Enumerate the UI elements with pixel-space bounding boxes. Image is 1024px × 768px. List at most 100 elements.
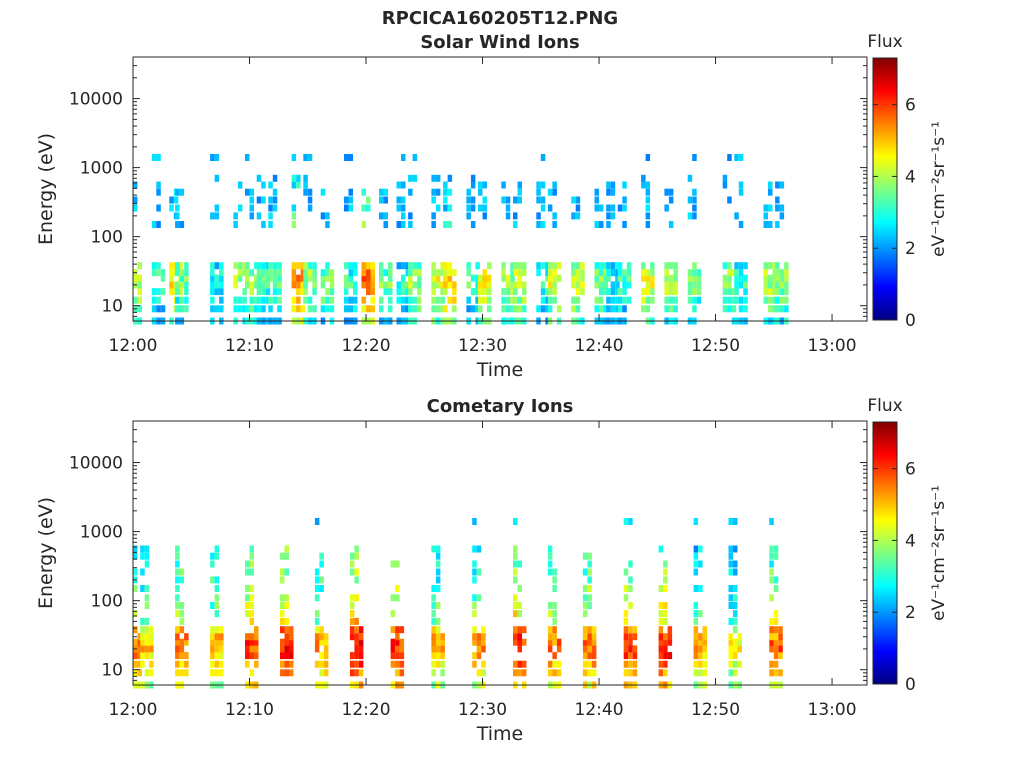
heatmap-cell (261, 196, 266, 204)
heatmap-cell (349, 633, 355, 641)
heatmap-cell (242, 262, 247, 270)
heatmap-cell (408, 305, 413, 313)
heatmap-cell (349, 568, 355, 576)
heatmap-cell (658, 660, 664, 668)
heatmap-cell (475, 274, 480, 282)
heatmap-cell (470, 288, 476, 296)
heatmap-cell (408, 269, 413, 277)
heatmap-cell (733, 652, 738, 660)
heatmap-cell (249, 560, 254, 568)
heatmap-cell (140, 638, 145, 646)
heatmap-cell (664, 274, 669, 282)
heatmap-cell (594, 269, 599, 277)
heatmap-cell (184, 262, 189, 270)
heatmap-cell (219, 296, 224, 304)
heatmap-cell (284, 594, 289, 602)
heatmap-cell (431, 594, 436, 602)
heatmap-cell (775, 288, 780, 296)
heatmap-cell (396, 296, 401, 304)
heatmap-cell (517, 626, 522, 634)
heatmap-cell (773, 585, 779, 592)
heatmap-cell (582, 626, 588, 634)
heatmap-cell (552, 602, 557, 609)
heatmap-cell (673, 274, 678, 282)
heatmap-cell (354, 594, 359, 602)
heatmap-cell (140, 626, 145, 634)
heatmap-cell (615, 262, 620, 270)
heatmap-cell (692, 196, 697, 204)
heatmap-cell (175, 660, 180, 668)
heatmap-cell (144, 545, 150, 553)
heatmap-cell (663, 560, 668, 568)
heatmap-cell (784, 288, 789, 296)
heatmap-cell (219, 633, 224, 641)
heatmap-cell (349, 594, 355, 602)
heatmap-cell (664, 188, 669, 196)
heatmap-cell (571, 262, 576, 270)
heatmap-cell (354, 652, 359, 660)
heatmap-cell (249, 645, 254, 653)
heatmap-cell (296, 288, 301, 296)
heatmap-cell (447, 296, 453, 304)
heatmap-cell (617, 296, 623, 304)
heatmap-cell (214, 552, 220, 560)
heatmap-cell (179, 269, 185, 277)
heatmap-cell (184, 669, 189, 677)
heatmap-cell (693, 585, 699, 592)
heatmap-cell (658, 638, 664, 646)
heatmap-cell (556, 669, 562, 677)
heatmap-cell (320, 296, 326, 304)
heatmap-cell (547, 188, 553, 196)
heatmap-cell (319, 585, 324, 592)
heatmap-cell (210, 274, 215, 282)
heatmap-cell (272, 288, 278, 296)
heatmap-cell (658, 652, 664, 660)
plot-area (132, 56, 868, 322)
heatmap-cell (175, 638, 180, 646)
heatmap-cell (280, 617, 285, 625)
heatmap-cell (156, 188, 161, 196)
heatmap-cell (435, 633, 441, 641)
heatmap-cell (214, 626, 220, 634)
heatmap-cell (692, 154, 697, 161)
heatmap-cell (440, 262, 445, 270)
heatmap-cell (319, 669, 324, 677)
heatmap-cell (390, 610, 396, 618)
heatmap-cell (443, 181, 448, 189)
heatmap-cell (366, 262, 371, 270)
heatmap-cell (696, 269, 702, 277)
heatmap-cell (693, 633, 699, 641)
heatmap-cell (140, 552, 145, 560)
heatmap-cell (179, 296, 185, 304)
heatmap-cell (763, 281, 768, 289)
heatmap-cell (405, 288, 410, 296)
x-tick-label: 12:30 (458, 336, 507, 356)
heatmap-cell (179, 568, 185, 576)
heatmap-cell (277, 262, 282, 270)
heatmap-cell (361, 221, 366, 228)
heatmap-cell (268, 204, 273, 212)
heatmap-cell (412, 174, 418, 182)
x-tick-label: 12:40 (575, 336, 624, 356)
heatmap-cell (779, 296, 785, 304)
heatmap-cell (692, 269, 697, 277)
heatmap-cell (727, 262, 732, 270)
heatmap-cell (728, 645, 733, 653)
heatmap-cell (623, 617, 629, 625)
heatmap-cell (775, 281, 780, 289)
heatmap-cell (408, 281, 413, 289)
heatmap-cell (775, 196, 780, 204)
heatmap-cell (137, 274, 142, 282)
heatmap-cell (314, 568, 320, 576)
heatmap-cell (184, 296, 189, 304)
heatmap-cell (370, 281, 375, 289)
colorbar-ticks: 0 2 4 6 (873, 460, 916, 695)
heatmap-cell (658, 545, 664, 553)
heatmap-cell (738, 305, 744, 313)
heatmap-cell (325, 212, 330, 220)
heatmap-cell (552, 568, 557, 576)
heatmap-cell (289, 652, 294, 660)
heatmap-cell (622, 274, 627, 282)
heatmap-cell (610, 212, 616, 220)
heatmap-cell (233, 281, 238, 289)
